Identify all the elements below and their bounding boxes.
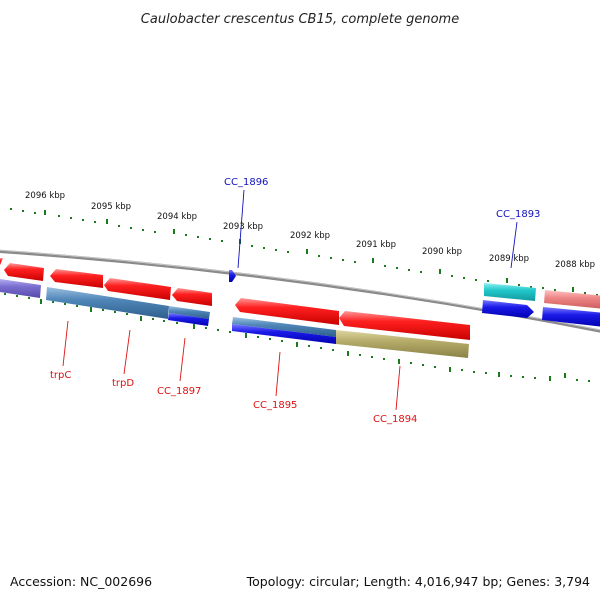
gene-label-trpc[interactable]: trpC [50, 370, 71, 381]
inner-tick-ring [4, 293, 590, 382]
cds-feature-cc1895[interactable] [235, 298, 339, 325]
tick-label-2096: 2096 kbp [25, 191, 65, 201]
tick-label-2091: 2091 kbp [356, 240, 396, 250]
reverse-strand-features [0, 279, 600, 358]
gene-label-trpd[interactable]: trpD [112, 378, 134, 389]
tick-label-2093: 2093 kbp [223, 222, 263, 232]
tick-labels: 2096 kbp 2095 kbp 2094 kbp 2093 kbp 2092… [25, 191, 595, 270]
tick-label-2092: 2092 kbp [290, 231, 330, 241]
genome-summary-text: Topology: circular; Length: 4,016,947 bp… [246, 574, 590, 589]
feature-cc1897[interactable] [169, 306, 210, 319]
feature-cc1895[interactable] [232, 317, 336, 337]
cds-feature-cc1896[interactable] [229, 270, 236, 282]
cds-feature[interactable] [172, 288, 212, 306]
cds-feature-cc1893[interactable] [484, 283, 536, 301]
tick-label-2090: 2090 kbp [422, 247, 462, 257]
gene-label-cc1895[interactable]: CC_1895 [253, 400, 297, 411]
cds-feature[interactable] [544, 290, 600, 309]
gene-labels: trpC trpD CC_1897 CC_1895 CC_1894 CC_189… [50, 177, 540, 425]
accession-text: Accession: NC_002696 [10, 574, 152, 589]
forward-strand-features [0, 258, 600, 340]
gene-label-cc1893[interactable]: CC_1893 [496, 209, 540, 220]
gene-label-cc1894[interactable]: CC_1894 [373, 414, 417, 425]
cds-feature[interactable] [0, 258, 3, 265]
feature-trpd[interactable] [46, 287, 169, 319]
cds-feature[interactable] [50, 269, 103, 288]
gene-label-cc1896[interactable]: CC_1896 [224, 177, 268, 188]
cds-feature[interactable] [4, 263, 44, 281]
genome-title: Caulobacter crescentus CB15, complete ge… [141, 12, 459, 27]
feature-cc1897-blue[interactable] [168, 313, 209, 326]
feature-blue[interactable] [542, 307, 600, 327]
gene-label-cc1897[interactable]: CC_1897 [157, 386, 201, 397]
outer-tick-ring [10, 208, 598, 296]
feature-trpc[interactable] [0, 279, 41, 298]
tick-label-2088: 2088 kbp [555, 260, 595, 270]
feature-cc1894[interactable] [336, 330, 469, 358]
label-leaders [62, 189, 518, 411]
tick-label-2089: 2089 kbp [489, 254, 529, 264]
cds-feature-cc1894[interactable] [339, 311, 470, 340]
tick-label-2094: 2094 kbp [157, 212, 197, 222]
tick-label-2095: 2095 kbp [91, 202, 131, 212]
feature-cc1895-blue[interactable] [232, 324, 336, 344]
feature-cc1893-blue[interactable] [482, 300, 534, 318]
cds-feature[interactable] [104, 278, 171, 300]
